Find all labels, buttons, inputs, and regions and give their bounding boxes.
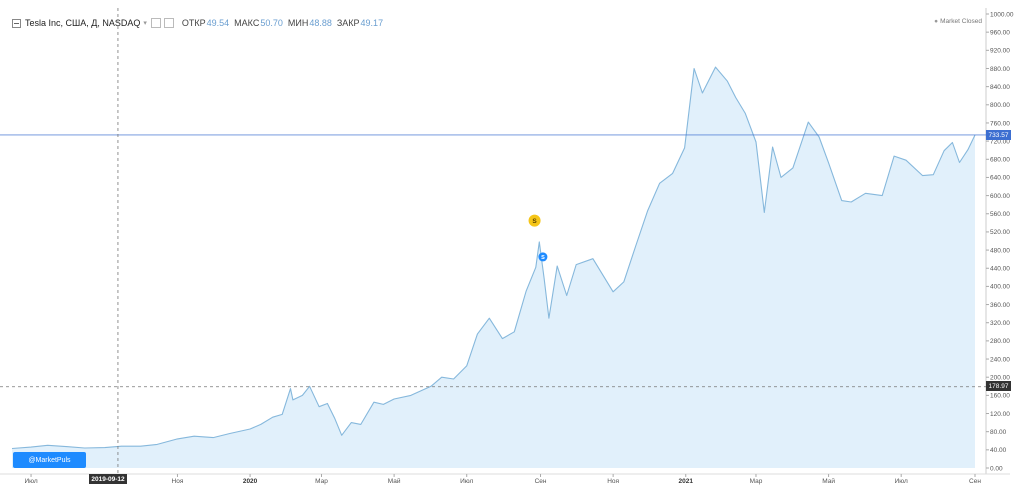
- y-tick-label: 400.00: [990, 284, 1010, 291]
- symbol-title[interactable]: Tesla Inc, США, Д, NASDAQ: [25, 18, 141, 28]
- axes: 0.00 40.00 80.00 120.00 160.00 200.00 240.00 28…: [0, 8, 1014, 485]
- y-tick-label: 1000.00: [990, 11, 1014, 18]
- y-tick-label: 440.00: [990, 266, 1010, 273]
- dividend-marker-icon: [528, 214, 541, 227]
- x-tick-label: Май: [388, 477, 401, 485]
- close-value: 49.17: [360, 18, 384, 28]
- split-marker-icon: [538, 252, 548, 262]
- y-tick-label: 520.00: [990, 229, 1010, 236]
- y-tick-label: 720.00: [990, 138, 1010, 145]
- settings-icon[interactable]: [150, 18, 161, 28]
- open-label: ОТКР: [181, 18, 206, 28]
- x-tick-label: Июл: [460, 478, 473, 485]
- watermark-button[interactable]: @MarketPuls: [13, 452, 86, 468]
- y-tick-label: 960.00: [990, 29, 1010, 36]
- y-tick-label: 920.00: [990, 48, 1010, 55]
- x-tick-label: Июл: [24, 478, 37, 485]
- y-tick-label: 160.00: [990, 393, 1010, 400]
- y-tick-label: 0.00: [990, 465, 1003, 472]
- x-tick-label: Май: [822, 477, 835, 485]
- x-tick-label: Июл: [895, 478, 908, 485]
- high-value: 50.70: [260, 18, 283, 28]
- x-tick-label: Мар: [750, 478, 763, 485]
- dividend-marker-label: S: [532, 218, 537, 225]
- y-tick-label: 200.00: [990, 375, 1010, 382]
- y-tick-label: 360.00: [990, 302, 1010, 309]
- chart-header: Tesla Inc, США, Д, NASDAQ ▾ ОТКР 49.54 МА…: [12, 16, 383, 30]
- market-status-text: Market Closed: [940, 18, 982, 25]
- y-tick-label: 40.00: [990, 447, 1007, 454]
- split-marker: S: [538, 252, 548, 262]
- y-tick-label: 320.00: [990, 320, 1010, 327]
- series: [11, 66, 976, 468]
- split-marker-label: S: [541, 255, 545, 261]
- market-status: ● Market Closed: [934, 18, 982, 25]
- y-tick-label: 600.00: [990, 193, 1010, 200]
- y-tick-label: 880.00: [990, 66, 1010, 73]
- current-price-tag: 733.57: [986, 130, 1011, 140]
- x-tick-label: 2021: [679, 478, 694, 485]
- open-value: 49.54: [206, 18, 230, 28]
- low-label: МИН: [287, 18, 309, 28]
- collapse-icon[interactable]: [12, 18, 21, 28]
- y-tick-label: 240.00: [990, 356, 1010, 363]
- price-line: [11, 66, 976, 450]
- dividend-marker: S: [528, 214, 541, 227]
- y-tick-label: 280.00: [990, 338, 1010, 345]
- y-tick-label: 80.00: [990, 429, 1007, 436]
- x-tick-label: Ноя: [172, 478, 184, 485]
- x-tick-label: Мар: [315, 478, 328, 485]
- close-label: ЗАКР: [336, 18, 360, 28]
- status-dot-icon: ●: [934, 18, 939, 25]
- y-tick-label: 120.00: [990, 411, 1010, 418]
- low-value: 48.88: [309, 18, 332, 28]
- y-tick-label: 480.00: [990, 247, 1010, 254]
- y-tick-label: 680.00: [990, 157, 1010, 164]
- y-tick-label: 760.00: [990, 120, 1010, 127]
- chevron-down-icon[interactable]: ▾: [143, 20, 147, 27]
- high-label: МАКС: [234, 18, 260, 28]
- price-area: [12, 67, 975, 468]
- y-tick-label: 640.00: [990, 175, 1010, 182]
- crosshair-price-tag: 178.97: [986, 381, 1011, 391]
- x-tick-label: 2020: [243, 478, 258, 485]
- crosshair-date-label: 2019-09-12: [89, 474, 127, 484]
- y-tick-label: 560.00: [990, 211, 1010, 218]
- y-tick-label: 800.00: [990, 102, 1010, 109]
- hide-icon[interactable]: [163, 18, 174, 28]
- x-tick-label: Сен: [969, 478, 981, 485]
- x-tick-label: Ноя: [607, 478, 619, 485]
- x-tick-label: Сен: [535, 478, 547, 485]
- y-tick-label: 840.00: [990, 84, 1010, 91]
- overlays: SS: [0, 8, 986, 474]
